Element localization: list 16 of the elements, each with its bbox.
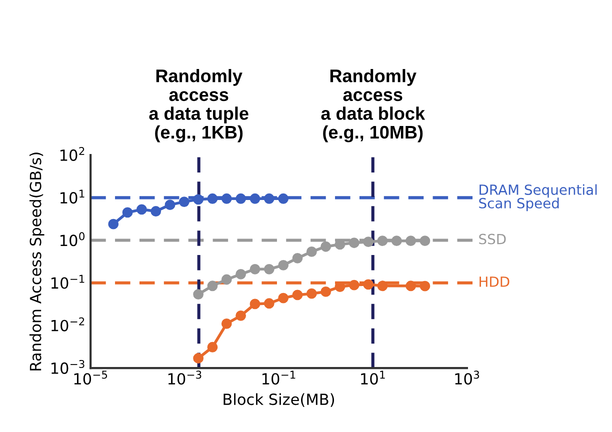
x-axis-title: Block Size(MB) — [224, 393, 334, 407]
ref-line-label: DRAM Sequential Scan Speed — [479, 184, 597, 212]
y-tick-label: 10$^{−2}$ — [51, 317, 84, 332]
x-tick-label: 10$^{−1}$ — [262, 370, 296, 385]
ref-line-label: Randomly access a data tuple (e.g., 1KB) — [149, 69, 248, 142]
y-tick-label: 10$^{0}$ — [60, 232, 85, 246]
y-axis-title: Random Access Speed(GB/s) — [29, 152, 44, 370]
y-tick-label: 10$^{2}$ — [60, 146, 84, 161]
ref-line-label: SSD — [479, 234, 506, 244]
y-tick-label: 10$^{−1}$ — [51, 274, 84, 289]
x-tick-label: 10$^{3}$ — [455, 370, 480, 385]
x-tick-label: 10$^{1}$ — [361, 370, 385, 385]
x-tick-label: 10$^{−3}$ — [168, 370, 202, 385]
y-tick-label: 10$^{1}$ — [60, 190, 84, 204]
ref-line-label: Randomly access a data block (e.g., 10MB) — [321, 69, 426, 142]
ref-line-label: HDD — [480, 276, 510, 287]
